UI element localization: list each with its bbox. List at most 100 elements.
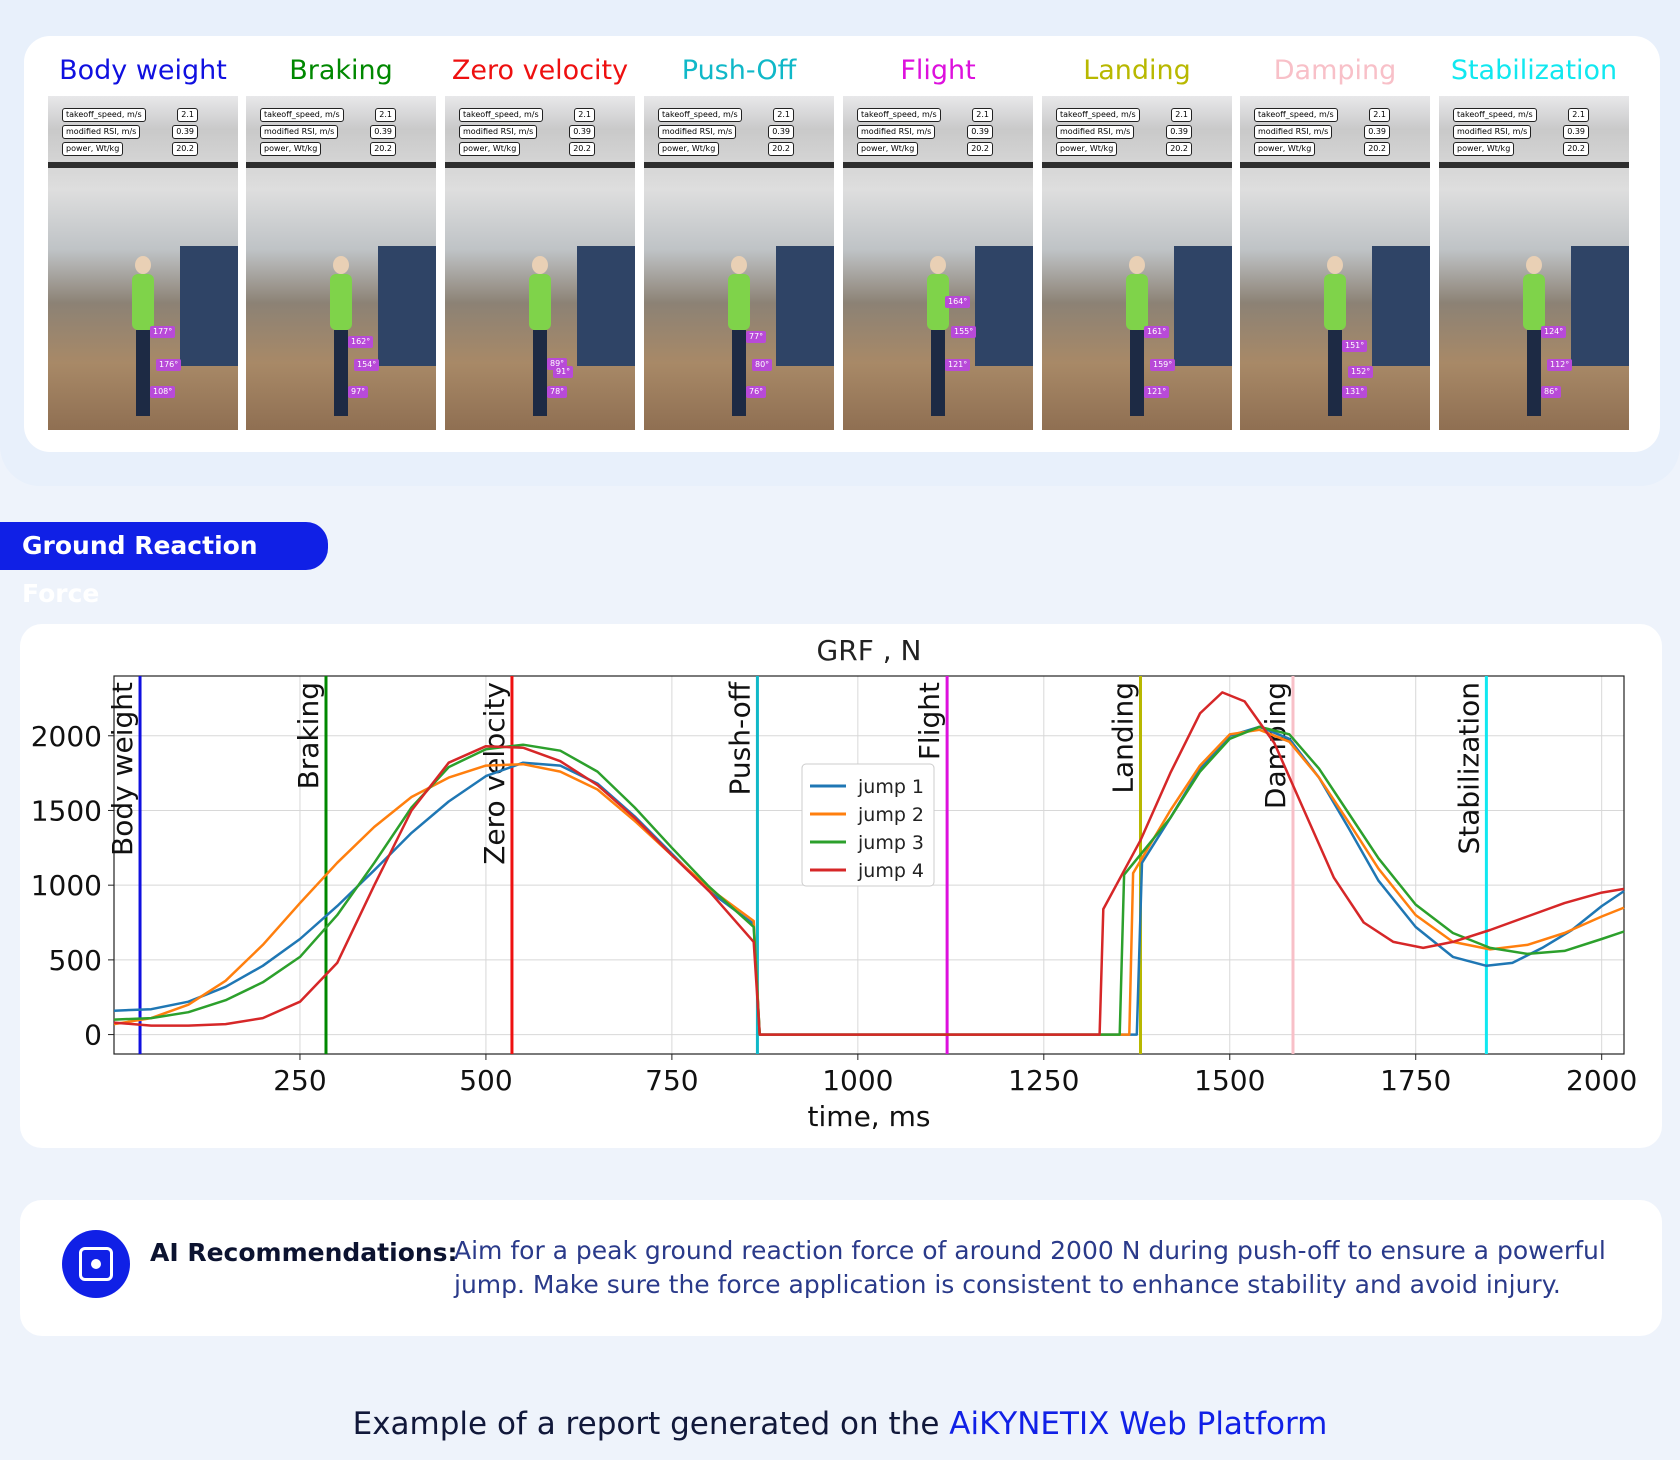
metric-row: takeoff_speed, m/s 2.1 — [62, 108, 198, 122]
athlete-figure — [1523, 256, 1545, 426]
ceiling-beam — [48, 162, 238, 168]
footer-prefix: Example of a report generated on the — [352, 1406, 950, 1442]
joint-angle-label: 78° — [547, 386, 568, 398]
metrics-overlay: takeoff_speed, m/s 2.1 modified RSI, m/s 0.… — [1056, 108, 1192, 159]
metric-row: modified RSI, m/s 0.39 — [1056, 125, 1192, 139]
x-tick-label: 1750 — [1380, 1064, 1451, 1097]
metrics-overlay: takeoff_speed, m/s 2.1 modified RSI, m/s 0.… — [1254, 108, 1390, 159]
metric-label: modified RSI, m/s — [658, 125, 737, 139]
joint-angle-label: 121° — [945, 359, 971, 371]
ceiling-beam — [1439, 162, 1629, 168]
metrics-overlay: takeoff_speed, m/s 2.1 modified RSI, m/s 0.… — [62, 108, 198, 159]
grf-chart-card: GRF , N 250 500 750 1000 1250 1500 1750 2000 0 500… — [20, 624, 1662, 1148]
metric-value: 0.39 — [172, 125, 198, 139]
metric-row: takeoff_speed, m/s 2.1 — [260, 108, 396, 122]
metric-row: takeoff_speed, m/s 2.1 — [1056, 108, 1192, 122]
metric-label: power, Wt/kg — [459, 142, 521, 156]
metric-value: 20.2 — [967, 142, 993, 156]
metric-label: power, Wt/kg — [260, 142, 322, 156]
metric-row: power, Wt/kg 20.2 — [857, 142, 993, 156]
y-tick-label: 1500 — [31, 794, 102, 827]
metric-value: 0.39 — [1364, 125, 1390, 139]
footer-brand-link[interactable]: AiKYNETIX Web Platform — [949, 1406, 1328, 1442]
ground-reaction-force-tab[interactable]: Ground Reaction Force — [0, 522, 328, 608]
joint-angle-label: 177° — [150, 326, 176, 338]
metric-value: 20.2 — [768, 142, 794, 156]
ai-recommendations-text: Aim for a peak ground reaction force of … — [454, 1236, 1606, 1299]
phase-video-frame[interactable]: takeoff_speed, m/s 2.1 modified RSI, m/s 0.… — [48, 96, 238, 430]
metric-label: power, Wt/kg — [1056, 142, 1118, 156]
phase-4: Flight takeoff_speed, m/s 2.1 modified RSI,… — [843, 54, 1033, 430]
metric-label: takeoff_speed, m/s — [1453, 108, 1537, 122]
x-tick-label: 1500 — [1194, 1064, 1265, 1097]
metric-label: modified RSI, m/s — [857, 125, 936, 139]
phase-2: Zero velocity takeoff_speed, m/s 2.1 modifi… — [445, 54, 635, 430]
metric-value: 2.1 — [1171, 108, 1192, 122]
event-label: Body weight — [106, 682, 139, 856]
metric-row: power, Wt/kg 20.2 — [658, 142, 794, 156]
phase-video-frame[interactable]: takeoff_speed, m/s 2.1 modified RSI, m/s 0.… — [843, 96, 1033, 430]
metric-row: modified RSI, m/s 0.39 — [857, 125, 993, 139]
metric-label: power, Wt/kg — [62, 142, 124, 156]
joint-angle-label: 161° — [1144, 326, 1170, 338]
metric-value: 20.2 — [370, 142, 396, 156]
athlete-figure — [1126, 256, 1148, 426]
phase-video-frame[interactable]: takeoff_speed, m/s 2.1 modified RSI, m/s 0.… — [1042, 96, 1232, 430]
phase-video-frame[interactable]: takeoff_speed, m/s 2.1 modified RSI, m/s 0.… — [644, 96, 834, 430]
ai-recommendations-label: AI Recommendations: — [150, 1238, 458, 1267]
phase-video-frame[interactable]: takeoff_speed, m/s 2.1 modified RSI, m/s 0.… — [445, 96, 635, 430]
metric-row: modified RSI, m/s 0.39 — [1254, 125, 1390, 139]
joint-angle-label: 164° — [945, 296, 971, 308]
metric-row: power, Wt/kg 20.2 — [1056, 142, 1192, 156]
x-tick-label: 750 — [645, 1064, 698, 1097]
chart-title: GRF , N — [817, 634, 922, 667]
series-jump-4 — [113, 691, 1625, 1036]
metrics-overlay: takeoff_speed, m/s 2.1 modified RSI, m/s 0.… — [1453, 108, 1589, 159]
phase-title: Landing — [1083, 55, 1191, 86]
joint-angle-label: 86° — [1541, 386, 1562, 398]
athlete-figure — [132, 256, 154, 426]
athlete-figure — [330, 256, 352, 426]
phase-title: Braking — [289, 55, 393, 86]
metric-value: 0.39 — [569, 125, 595, 139]
gym-wall — [776, 246, 834, 366]
y-tick-label: 500 — [49, 944, 102, 977]
phase-6: Damping takeoff_speed, m/s 2.1 modified RSI… — [1240, 54, 1430, 430]
phase-5: Landing takeoff_speed, m/s 2.1 modified RSI… — [1042, 54, 1232, 430]
joint-angle-label: 77° — [746, 331, 767, 343]
gym-wall — [180, 246, 238, 366]
metric-row: modified RSI, m/s 0.39 — [459, 125, 595, 139]
ceiling-beam — [246, 162, 436, 168]
metric-value: 2.1 — [177, 108, 198, 122]
x-axis-label: time, ms — [808, 1100, 931, 1133]
phase-title: Zero velocity — [451, 55, 629, 86]
metrics-overlay: takeoff_speed, m/s 2.1 modified RSI, m/s 0.… — [260, 108, 396, 159]
metric-row: power, Wt/kg 20.2 — [1254, 142, 1390, 156]
y-tick-label: 1000 — [31, 869, 102, 902]
metric-value: 2.1 — [375, 108, 396, 122]
x-tick-label: 2000 — [1566, 1064, 1637, 1097]
metric-label: power, Wt/kg — [1254, 142, 1316, 156]
metric-label: modified RSI, m/s — [459, 125, 538, 139]
metric-label: takeoff_speed, m/s — [260, 108, 344, 122]
metric-row: power, Wt/kg 20.2 — [459, 142, 595, 156]
phase-video-frame[interactable]: takeoff_speed, m/s 2.1 modified RSI, m/s 0.… — [246, 96, 436, 430]
metric-row: power, Wt/kg 20.2 — [62, 142, 198, 156]
metric-value: 0.39 — [370, 125, 396, 139]
y-tick-label: 2000 — [31, 720, 102, 753]
joint-angle-label: 155° — [951, 326, 977, 338]
joint-angle-label: 76° — [746, 386, 767, 398]
metric-label: modified RSI, m/s — [1056, 125, 1135, 139]
event-label: Braking — [292, 682, 325, 789]
metric-value: 0.39 — [967, 125, 993, 139]
phase-video-frame[interactable]: takeoff_speed, m/s 2.1 modified RSI, m/s 0.… — [1240, 96, 1430, 430]
metric-value: 2.1 — [972, 108, 993, 122]
phase-video-frame[interactable]: takeoff_speed, m/s 2.1 modified RSI, m/s 0.… — [1439, 96, 1629, 430]
y-tick-label: 0 — [84, 1019, 102, 1052]
ceiling-beam — [843, 162, 1033, 168]
phase-title: Damping — [1273, 55, 1397, 86]
ceiling-beam — [1042, 162, 1232, 168]
metric-value: 0.39 — [1563, 125, 1589, 139]
joint-angle-label: 108° — [150, 386, 176, 398]
metrics-overlay: takeoff_speed, m/s 2.1 modified RSI, m/s 0.… — [459, 108, 595, 159]
